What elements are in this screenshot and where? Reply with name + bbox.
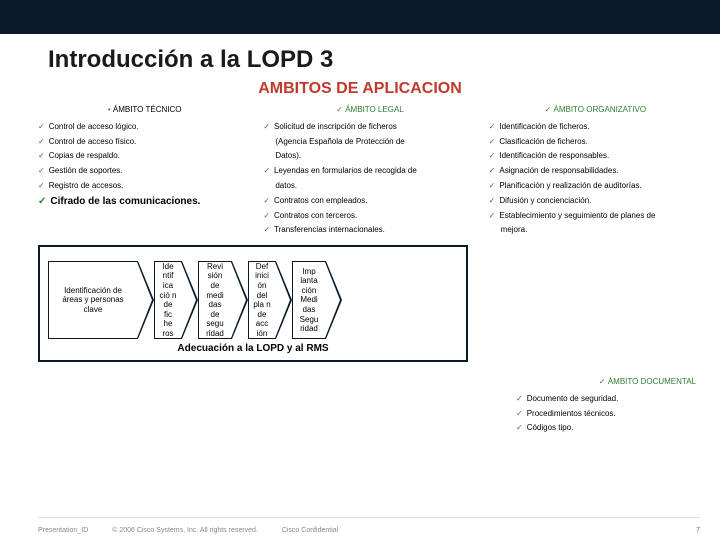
chevron-right-icon xyxy=(276,261,292,339)
chevron-right-icon xyxy=(182,261,198,339)
columns-container: • ÁMBITO TÉCNICO ✓Control de acceso lógi… xyxy=(0,104,720,239)
flow-step: Imp lanta ción Medi das Segu ridad xyxy=(292,261,326,339)
check-icon: ✓ xyxy=(489,180,496,193)
list-item: ✓Gestión de soportes. xyxy=(38,165,251,178)
check-icon: ✓ xyxy=(489,150,496,163)
list-item: ✓Asignación de responsabilidades. xyxy=(489,165,702,178)
check-icon: ✓ xyxy=(263,224,270,237)
list-item: ✓Establecimiento y seguimiento de planes… xyxy=(489,210,702,223)
col-documental-header: ✓ ÁMBITO DOCUMENTAL xyxy=(516,376,696,389)
check-icon: ✓ xyxy=(38,165,45,178)
list-item: ✓Leyendas en formularios de recogida de xyxy=(263,165,476,178)
list-item: ✓Identificación de ficheros. xyxy=(489,121,702,134)
top-bar xyxy=(0,0,720,34)
check-icon: ✓ xyxy=(489,121,496,134)
slide-subtitle: AMBITOS DE APLICACION xyxy=(0,80,720,104)
check-icon: ✓ xyxy=(516,422,523,435)
list-item-bold: ✓Cifrado de las comunicaciones. xyxy=(38,195,251,208)
check-icon: ✓ xyxy=(38,195,46,208)
list-item: ✓Identificación de responsables. xyxy=(489,150,702,163)
check-icon: ✓ xyxy=(38,121,45,134)
list-item: ✓Códigos tipo. xyxy=(516,422,696,435)
check-icon: ✓ xyxy=(38,180,45,193)
check-icon: ✓ xyxy=(263,165,270,178)
list-item: ✓Control de acceso físico. xyxy=(38,136,251,149)
list-item: ✓Procedimientos técnicos. xyxy=(516,408,696,421)
flow-step: Revi sión de medi das de segu ridad xyxy=(198,261,232,339)
flow-caption: Adecuación a la LOPD y al RMS xyxy=(48,343,458,354)
footer-divider xyxy=(38,517,700,518)
check-icon: ✓ xyxy=(263,210,270,223)
list-item: ✓Clasificación de ficheros. xyxy=(489,136,702,149)
list-item: ✓Contratos con terceros. xyxy=(263,210,476,223)
check-icon: ✓ xyxy=(263,195,270,208)
check-icon: ✓ xyxy=(489,165,496,178)
check-icon: ✓ xyxy=(516,393,523,406)
col-documental: ✓ ÁMBITO DOCUMENTAL ✓Documento de seguri… xyxy=(516,376,696,437)
list-item: ✓Control de acceso lógico. xyxy=(38,121,251,134)
footer-page-number: 7 xyxy=(696,527,700,534)
list-item: ✓Solicitud de inscripción de ficheros xyxy=(263,121,476,134)
list-item: (Agencia Española de Protección de xyxy=(275,136,476,149)
footer: Presentation_ID © 2006 Cisco Systems, In… xyxy=(0,527,720,534)
footer-copyright: © 2006 Cisco Systems, Inc. All rights re… xyxy=(112,527,258,534)
flow-step: Def inici ón del pla n de acc ión xyxy=(248,261,276,339)
col-tecnico: • ÁMBITO TÉCNICO ✓Control de acceso lógi… xyxy=(38,104,251,239)
col-legal: ✓ ÁMBITO LEGAL ✓Solicitud de inscripción… xyxy=(263,104,476,239)
flow-step: Identificación de áreas y personas clave xyxy=(48,261,138,339)
list-item: ✓Transferencias internacionales. xyxy=(263,224,476,237)
col-tecnico-header: • ÁMBITO TÉCNICO xyxy=(38,104,251,117)
check-icon: ✓ xyxy=(489,136,496,149)
list-item: ✓Copias de respaldo. xyxy=(38,150,251,163)
list-item: ✓Registro de accesos. xyxy=(38,180,251,193)
flow-container: Identificación de áreas y personas clave… xyxy=(38,245,468,362)
list-item: ✓Planificación y realización de auditorí… xyxy=(489,180,702,193)
list-item: ✓Contratos con empleados. xyxy=(263,195,476,208)
slide-title: Introducción a la LOPD 3 xyxy=(0,34,720,80)
flow-step: Ide ntif ica ció n de fic he ros xyxy=(154,261,182,339)
check-icon: ✓ xyxy=(489,195,496,208)
chevron-right-icon xyxy=(232,261,248,339)
check-icon: ✓ xyxy=(489,210,496,223)
col-organizativo: ✓ ÁMBITO ORGANIZATIVO ✓Identificación de… xyxy=(489,104,702,239)
col-legal-header: ✓ ÁMBITO LEGAL xyxy=(263,104,476,117)
check-icon: ✓ xyxy=(38,136,45,149)
footer-presentation-id: Presentation_ID xyxy=(38,527,88,534)
check-icon: ✓ xyxy=(516,408,523,421)
col-organizativo-header: ✓ ÁMBITO ORGANIZATIVO xyxy=(489,104,702,117)
chevron-right-icon xyxy=(326,261,342,339)
chevron-right-icon xyxy=(138,261,154,339)
list-item: ✓Difusión y concienciación. xyxy=(489,195,702,208)
check-icon: ✓ xyxy=(263,121,270,134)
check-icon: ✓ xyxy=(38,150,45,163)
footer-confidential: Cisco Confidential xyxy=(282,527,338,534)
list-item: mejora. xyxy=(501,224,702,237)
flow-steps: Identificación de áreas y personas clave… xyxy=(48,261,458,339)
list-item: ✓Documento de seguridad. xyxy=(516,393,696,406)
list-item: datos. xyxy=(275,180,476,193)
list-item: Datos). xyxy=(275,150,476,163)
